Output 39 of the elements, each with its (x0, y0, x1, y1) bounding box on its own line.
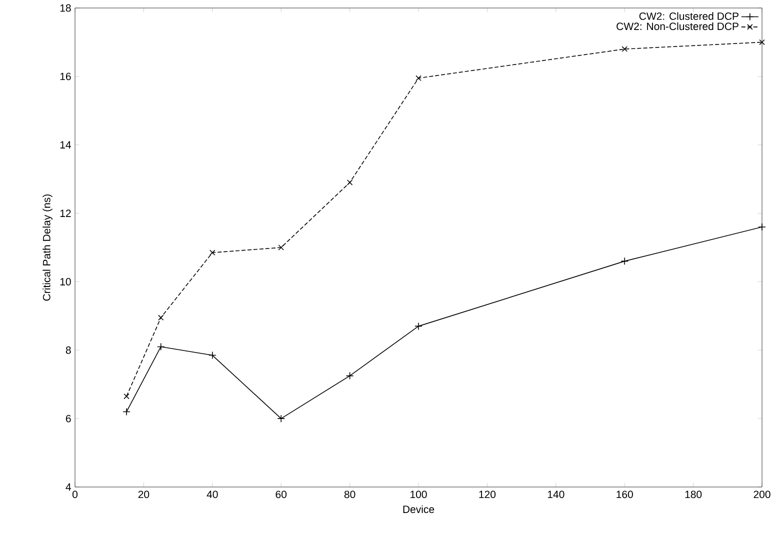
x-tick-label: 140 (548, 490, 564, 498)
x-tick-label: 20 (138, 490, 150, 498)
point (622, 46, 628, 52)
x-tick-label: 180 (685, 490, 702, 498)
y-axis-title: Critical Path Delay (ns) (42, 194, 52, 301)
x-tick-label: 80 (344, 490, 356, 498)
point (758, 223, 766, 231)
point (414, 322, 422, 330)
y-tick-label: 18 (60, 4, 71, 12)
x-tick-label: 100 (410, 490, 427, 498)
y-tick-label: 6 (66, 414, 71, 422)
point (277, 414, 285, 422)
point (620, 257, 629, 266)
x-tick-label: 120 (479, 490, 496, 498)
legend-label: CW2: Non-Clustered DCP (616, 22, 738, 30)
legend-label: CW2: Clustered DCP (639, 12, 738, 20)
x-tick-label: 60 (276, 490, 287, 498)
point (278, 244, 284, 250)
point (346, 372, 354, 380)
point (158, 314, 164, 321)
y-tick-label: 14 (60, 141, 71, 148)
x-tick-label: 200 (754, 490, 770, 498)
x-tick-label: 40 (206, 490, 218, 498)
y-tick-label: 16 (60, 72, 71, 80)
y-tick-label: 8 (66, 346, 71, 354)
point (416, 75, 422, 82)
x-axis-title: Device (403, 505, 434, 514)
point (346, 180, 353, 186)
point (759, 39, 765, 46)
point (156, 342, 165, 351)
point (124, 393, 130, 400)
y-tick-label: 10 (60, 278, 71, 286)
point (208, 351, 216, 360)
y-tick-label: 12 (60, 210, 71, 217)
point (210, 250, 216, 256)
x-tick-label: 0 (72, 490, 78, 498)
point (122, 408, 130, 416)
y-tick-label: 4 (66, 483, 71, 491)
x-tick-label: 160 (616, 490, 633, 498)
